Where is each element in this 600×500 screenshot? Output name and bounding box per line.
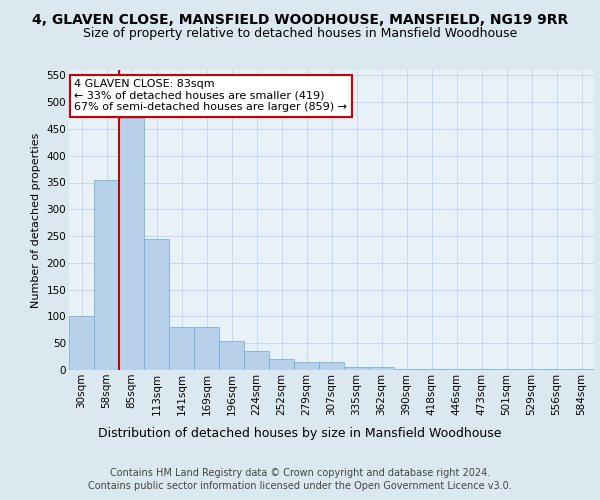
Bar bbox=[394, 369, 419, 370]
Bar bbox=[169, 327, 194, 370]
Bar bbox=[294, 362, 319, 370]
Text: Contains HM Land Registry data © Crown copyright and database right 2024.: Contains HM Land Registry data © Crown c… bbox=[110, 468, 490, 477]
Text: 4, GLAVEN CLOSE, MANSFIELD WOODHOUSE, MANSFIELD, NG19 9RR: 4, GLAVEN CLOSE, MANSFIELD WOODHOUSE, MA… bbox=[32, 12, 568, 26]
Bar bbox=[269, 360, 294, 370]
Bar bbox=[119, 118, 144, 370]
Text: Size of property relative to detached houses in Mansfield Woodhouse: Size of property relative to detached ho… bbox=[83, 28, 517, 40]
Bar bbox=[244, 351, 269, 370]
Bar bbox=[194, 327, 219, 370]
Y-axis label: Number of detached properties: Number of detached properties bbox=[31, 132, 41, 308]
Bar bbox=[419, 369, 444, 370]
Text: Distribution of detached houses by size in Mansfield Woodhouse: Distribution of detached houses by size … bbox=[98, 428, 502, 440]
Bar bbox=[94, 180, 119, 370]
Bar bbox=[219, 340, 244, 370]
Bar bbox=[319, 362, 344, 370]
Bar bbox=[344, 368, 369, 370]
Bar bbox=[144, 239, 169, 370]
Bar bbox=[369, 368, 394, 370]
Text: 4 GLAVEN CLOSE: 83sqm
← 33% of detached houses are smaller (419)
67% of semi-det: 4 GLAVEN CLOSE: 83sqm ← 33% of detached … bbox=[74, 79, 347, 112]
Bar bbox=[569, 369, 594, 370]
Bar bbox=[69, 316, 94, 370]
Text: Contains public sector information licensed under the Open Government Licence v3: Contains public sector information licen… bbox=[88, 481, 512, 491]
